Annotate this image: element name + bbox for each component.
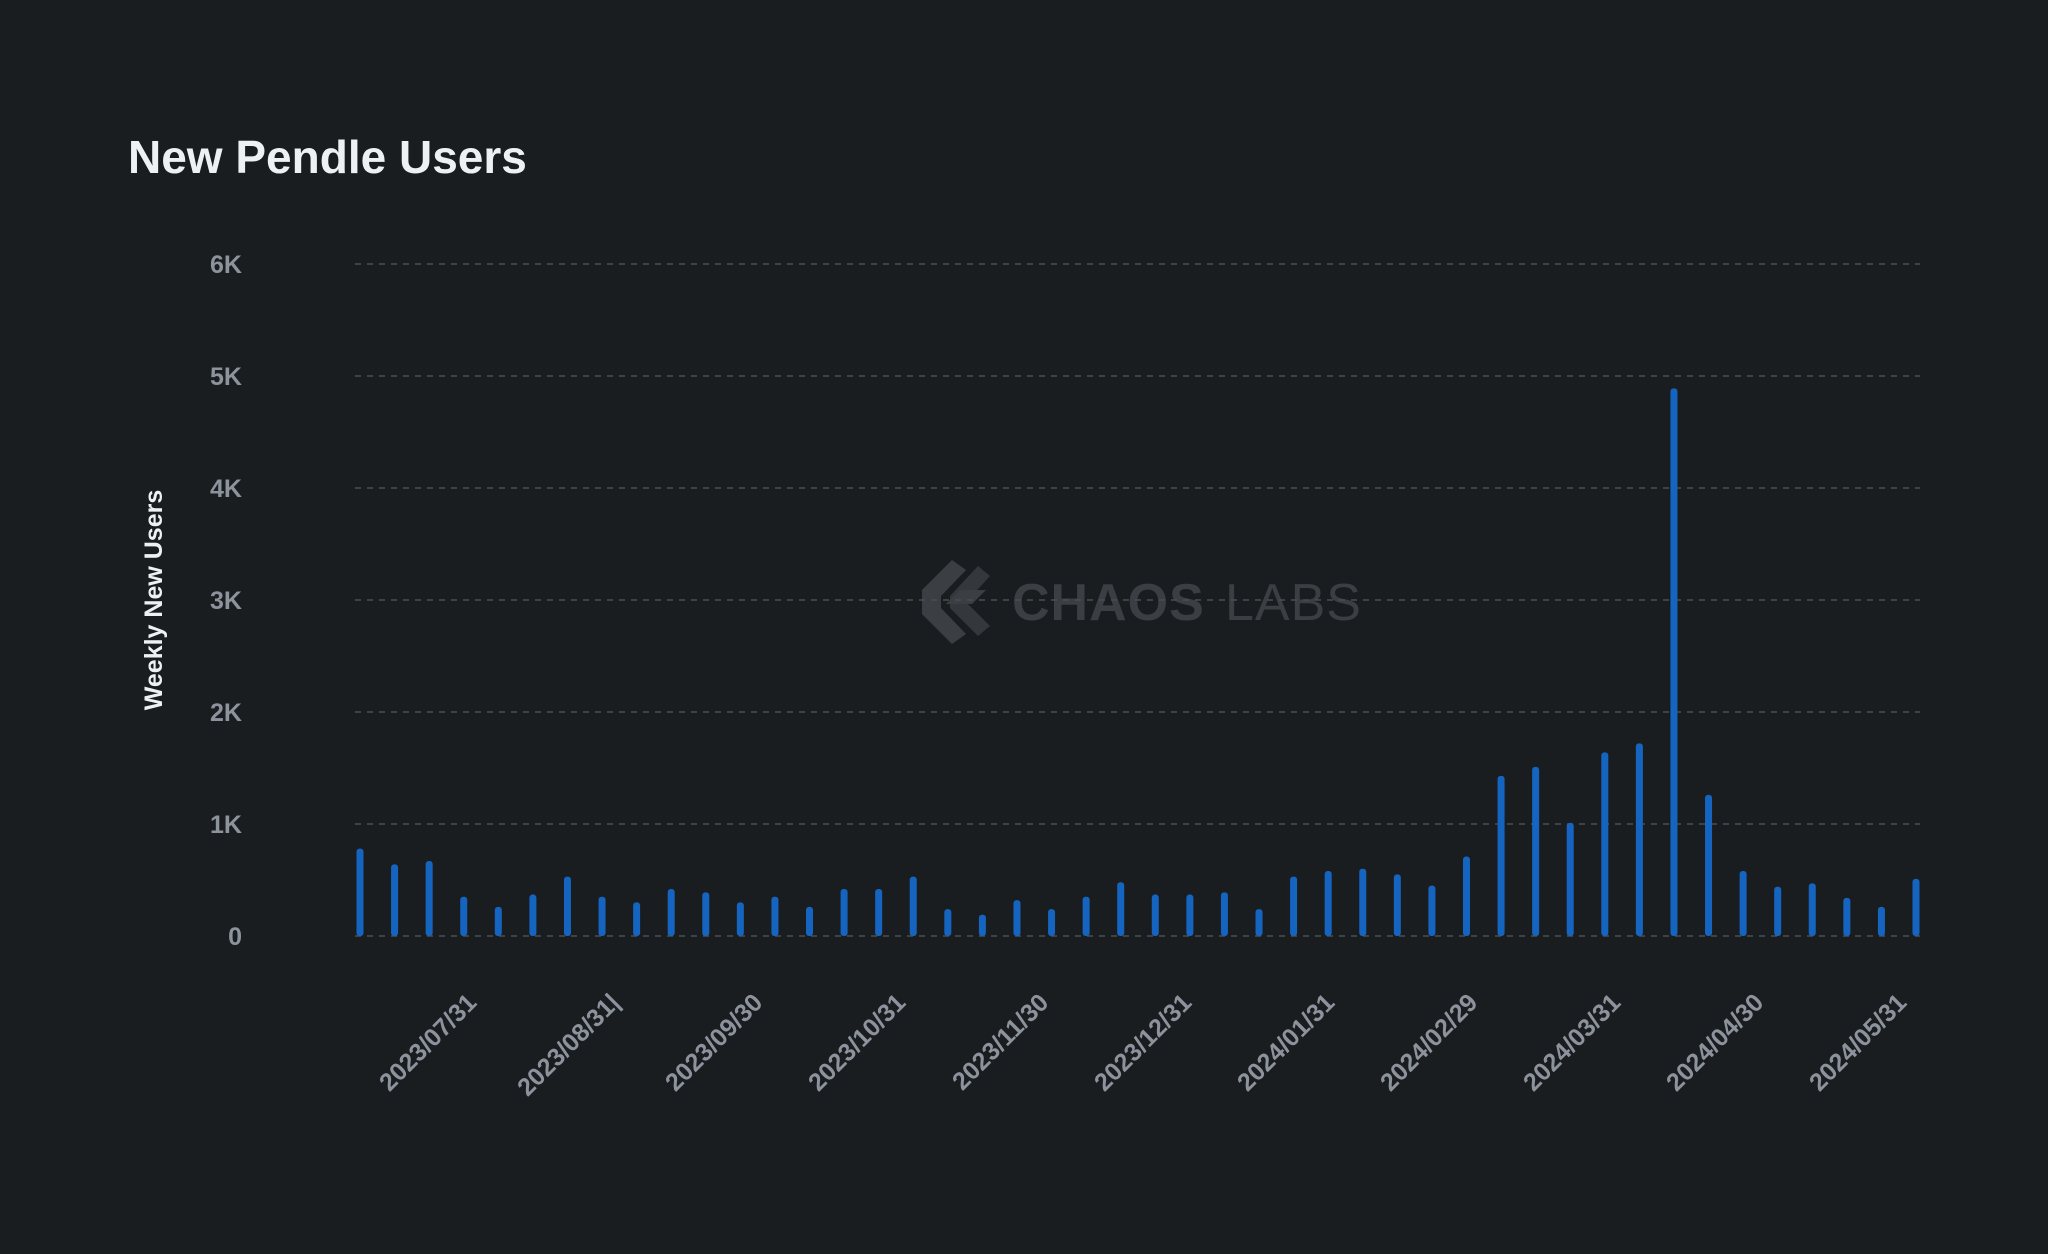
bar	[1013, 900, 1021, 936]
bar	[1290, 876, 1298, 936]
bar	[1670, 388, 1678, 936]
bar	[1601, 752, 1609, 936]
x-tick-label: 2024/05/31	[1804, 988, 1912, 1096]
x-tick-label: 2023/11/30	[947, 988, 1054, 1095]
x-tick-label: 2024/03/31	[1518, 988, 1626, 1096]
bar	[1359, 868, 1367, 936]
y-tick-label: 4K	[210, 475, 242, 503]
y-tick-label: 6K	[210, 251, 242, 279]
x-tick-label: 2024/02/29	[1375, 988, 1483, 1096]
bar	[1220, 892, 1228, 936]
y-axis: 0 1K 2K 3K 4K 5K 6K	[210, 251, 242, 951]
y-axis-label: Weekly New Users	[140, 490, 168, 711]
grid	[355, 263, 1920, 937]
bar	[875, 888, 883, 936]
watermark-suffix: LABS	[1225, 574, 1362, 632]
bar	[1082, 896, 1090, 936]
bar	[1117, 882, 1125, 936]
x-tick-label: 2023/10/31	[803, 988, 911, 1096]
bar	[1877, 906, 1885, 936]
bar	[1705, 794, 1713, 936]
x-tick-label: 2023/08/31|	[512, 988, 625, 1101]
bar	[1843, 897, 1851, 936]
x-tick-label: 2024/01/31	[1232, 988, 1340, 1096]
bar	[1635, 743, 1643, 936]
bar	[978, 914, 986, 936]
x-tick-label: 2023/09/30	[660, 988, 768, 1096]
bar	[1393, 874, 1401, 936]
bar	[460, 896, 468, 936]
bar	[425, 860, 433, 936]
y-tick-label: 3K	[210, 587, 242, 615]
bar	[1186, 894, 1194, 936]
watermark: CHAOS LABS	[922, 560, 1362, 644]
bar	[563, 876, 571, 936]
bar	[1048, 909, 1056, 936]
x-tick-label: 2024/04/30	[1661, 988, 1769, 1096]
bar	[702, 892, 710, 936]
bar	[909, 876, 917, 936]
bar	[1255, 909, 1263, 936]
x-tick-label: 2023/07/31	[374, 988, 482, 1096]
bar	[806, 906, 814, 936]
bar	[1739, 871, 1747, 936]
chart-title: New Pendle Users	[128, 131, 527, 183]
bar	[598, 896, 606, 936]
bar	[391, 864, 399, 936]
bar	[1912, 878, 1920, 936]
chaos-labs-logo-icon	[922, 560, 990, 644]
watermark-brand: CHAOS	[1012, 574, 1205, 632]
y-tick-label: 1K	[210, 811, 242, 839]
bar	[1808, 883, 1816, 936]
y-tick-label: 5K	[210, 363, 242, 391]
bars	[356, 388, 1920, 936]
bar	[667, 888, 675, 936]
bar	[1324, 871, 1332, 936]
bar	[1566, 822, 1574, 936]
bar	[1428, 885, 1436, 936]
bar	[840, 888, 848, 936]
bar	[529, 894, 537, 936]
y-tick-label: 2K	[210, 699, 242, 727]
bar	[356, 848, 364, 936]
bar	[944, 909, 952, 936]
bar	[494, 906, 502, 936]
y-tick-label: 0	[228, 923, 242, 951]
bar	[633, 902, 641, 936]
bar	[1532, 766, 1540, 936]
x-tick-label: 2023/12/31	[1089, 988, 1197, 1096]
bar	[1151, 894, 1159, 936]
x-axis: 2023/07/31 2023/08/31| 2023/09/30 2023/10/3…	[374, 988, 1912, 1101]
bar	[736, 902, 744, 936]
bar	[1497, 775, 1505, 936]
bar	[771, 896, 779, 936]
bar	[1774, 886, 1782, 936]
bar	[1462, 856, 1470, 936]
